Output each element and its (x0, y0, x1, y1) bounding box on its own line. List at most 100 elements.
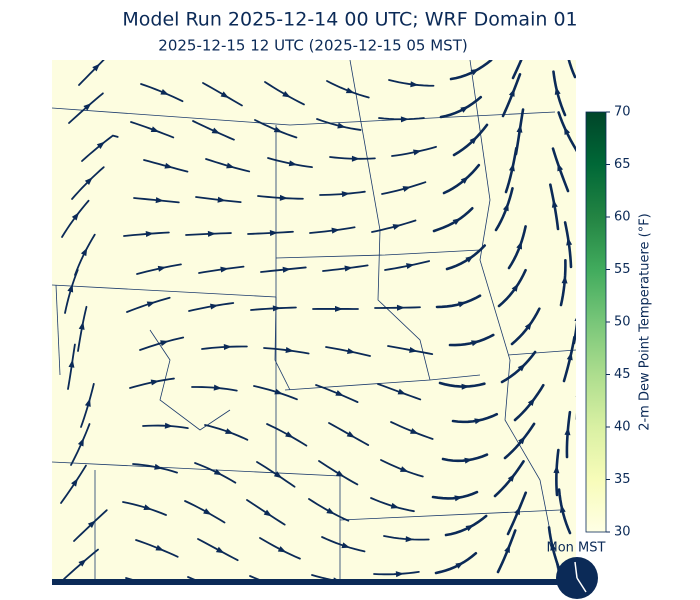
streamline-arrow (68, 359, 75, 368)
streamline-arrow (213, 468, 223, 476)
streamline-arrow (164, 162, 173, 169)
map (52, 60, 576, 582)
colorbar (585, 111, 607, 533)
streamline-arrow (84, 398, 91, 407)
streamline-arrow (344, 265, 353, 272)
streamline-arrow (335, 470, 345, 478)
streamline-arrow (351, 155, 360, 162)
streamline-arrow (164, 422, 173, 429)
border (55, 284, 61, 376)
streamline-arrow (215, 546, 225, 554)
streamline-arrow (160, 340, 169, 347)
streamline-arrow (390, 502, 400, 509)
streamline-arrow (334, 305, 343, 312)
streamline-arrow (402, 186, 412, 192)
streamline-arrow (326, 507, 335, 515)
river (469, 60, 561, 582)
streamline-arrow (285, 347, 294, 354)
streamline-arrow (464, 457, 473, 464)
streamline-arrow (84, 177, 93, 186)
streamline-arrow (96, 141, 105, 149)
streamline-arrow (67, 284, 74, 293)
streamline-arrow (226, 162, 235, 169)
streamline-arrow (273, 471, 283, 479)
streamline-arrow (78, 559, 87, 567)
colorbar-tick-label: 30 (614, 525, 631, 540)
clock-hand (574, 561, 578, 579)
border (52, 284, 277, 298)
streamline-arrow (150, 126, 160, 133)
streamline-arrow (288, 160, 298, 167)
streamline-arrow (150, 379, 160, 386)
streamline-arrow (392, 224, 402, 230)
streamline-arrow (83, 103, 92, 111)
streamline-arrow (460, 106, 469, 113)
streamline-arrow (502, 202, 509, 212)
streamline-arrow (396, 304, 405, 311)
streamline-arrow (203, 508, 212, 515)
streamline-arrow (553, 465, 560, 474)
streamline-arrow (554, 86, 561, 95)
streamline-arrow (92, 63, 101, 72)
streamline-arrow (406, 263, 415, 270)
streamline-arrow (452, 218, 461, 225)
streamline-arrow (337, 122, 346, 129)
colorbar-tick-label: 40 (614, 420, 631, 435)
streamline-arrow (564, 427, 571, 436)
border (274, 125, 291, 391)
streamline (511, 60, 523, 80)
streamline-arrow (508, 162, 515, 172)
colorbar-tick-label: 65 (614, 157, 631, 172)
border (275, 249, 481, 259)
streamline-arrow (346, 431, 356, 438)
streamline-arrow (269, 230, 278, 237)
colorbar-tick-label: 70 (614, 105, 631, 120)
colorbar-tick-label: 50 (614, 315, 631, 330)
subtitle: 2025-12-15 12 UTC (2025-12-15 05 MST) (158, 37, 467, 55)
streamline-arrow (331, 227, 340, 234)
streamline-arrow (410, 428, 419, 434)
streamline-arrow (511, 283, 519, 292)
streamline-arrow (143, 504, 152, 511)
streamline-arrow (527, 397, 536, 406)
streamline-arrow (457, 301, 467, 308)
streamline (567, 60, 576, 79)
title: Model Run 2025-12-14 00 UTC; WRF Domain … (122, 9, 577, 31)
streamline-arrow (400, 116, 409, 123)
streamline-arrow (559, 504, 566, 513)
colorbar-tick-label: 35 (614, 472, 631, 487)
streamline-arrow (274, 388, 283, 395)
streamline-arrow (557, 162, 564, 172)
streamline-arrow (575, 396, 576, 397)
streamline-arrow (516, 240, 522, 250)
clock-hand (576, 577, 587, 593)
streamline-arrow (341, 542, 351, 549)
streamline-arrow (155, 197, 164, 204)
streamline-arrow (508, 88, 515, 97)
streamline-arrow (550, 542, 557, 551)
streamline-arrow (155, 544, 165, 551)
streamline (572, 321, 576, 345)
streamline-arrow (154, 463, 163, 470)
colorbar-tick-label: 45 (614, 367, 631, 382)
streamline-arrow (465, 524, 474, 532)
map-background (52, 60, 576, 582)
streamline-arrow (469, 136, 478, 145)
streamline-arrow (395, 571, 404, 578)
streamline-arrow (273, 126, 283, 133)
streamline-arrow (77, 437, 84, 447)
streamline-arrow (561, 275, 568, 284)
streamline-arrow (71, 478, 78, 487)
streamline-arrow (213, 384, 222, 391)
streamline-arrow (524, 321, 532, 330)
streamline-arrow (551, 199, 558, 208)
streamline-arrow (517, 363, 526, 372)
streamline-arrow (277, 546, 287, 553)
streamline-arrow (460, 176, 469, 184)
streamline-arrow (465, 255, 474, 263)
streamline-arrow (80, 247, 88, 257)
streamline-arrow (272, 305, 281, 312)
streamline-arrow (279, 194, 288, 201)
streamline (249, 575, 268, 582)
